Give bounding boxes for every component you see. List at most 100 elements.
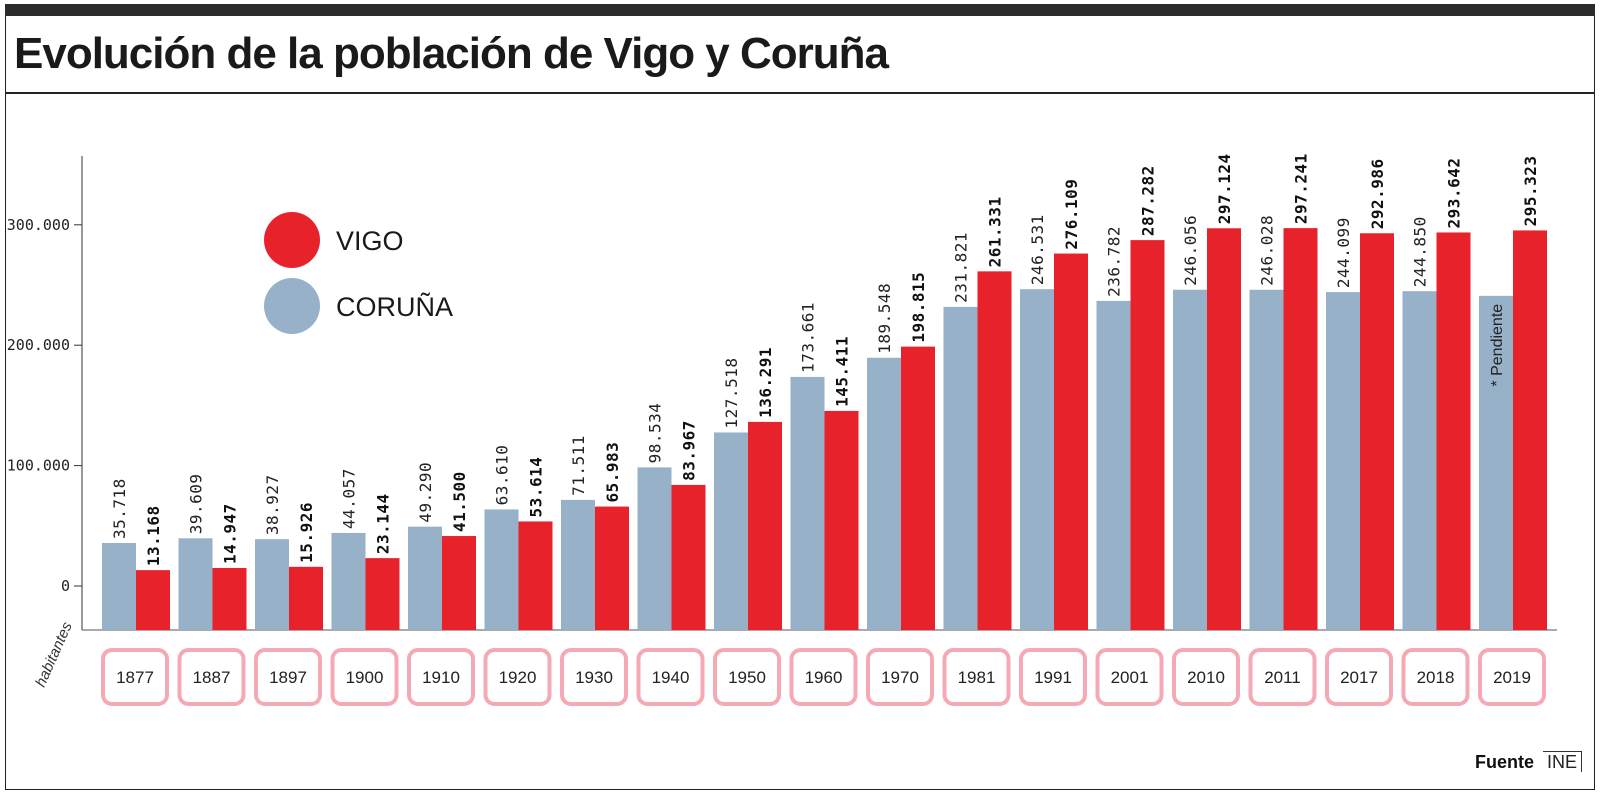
bar-vigo [365,558,400,630]
data-label-coruna: 231.821 [952,232,971,303]
source-label: Fuente [1474,752,1534,772]
bar-coruna [1326,292,1360,630]
source-value: INE [1542,751,1582,772]
year-box [101,648,169,706]
data-label-coruna: 98.534 [646,403,665,464]
bar-vigo [136,570,170,630]
y-tick-label: 200.000 [7,336,70,354]
data-label-vigo: 136.291 [756,347,775,418]
data-label-vigo: 83.967 [680,420,699,481]
bar-coruna [1479,295,1513,630]
bar-vigo [901,346,935,630]
bar-coruna [714,432,748,630]
bar-coruna [637,467,672,630]
x-tick-label: 2010 [1187,668,1225,687]
data-label-vigo: 53.614 [527,457,546,518]
bar-coruna [561,499,595,630]
year-box [407,648,475,706]
data-label-coruna: 189.548 [875,283,894,354]
bar-coruna [1020,289,1054,630]
data-label-vigo: 41.500 [450,471,469,532]
bar-vigo [1283,228,1318,631]
bar-vigo [289,566,323,630]
data-label-coruna: 44.057 [340,468,359,529]
bar-vigo [595,506,629,630]
data-label-coruna: 127.518 [722,358,741,429]
data-label-vigo: 65.983 [603,442,622,503]
bar-vigo [442,536,476,630]
legend-swatch [264,278,320,334]
year-box [789,648,858,706]
data-label-coruna: 173.661 [799,302,818,373]
x-tick-label: 1991 [1034,668,1072,687]
year-box [1478,648,1546,706]
data-label-vigo: 15.926 [297,502,316,563]
bar-coruna [102,542,136,630]
source-note: Fuente INE [1474,751,1582,773]
x-tick-label: 1910 [422,668,460,687]
data-label-vigo: 292.986 [1368,158,1387,229]
bar-coruna [1173,289,1207,630]
data-label-coruna: 236.782 [1105,226,1124,297]
year-box [1401,648,1470,706]
legend-label: CORUÑA [336,291,453,322]
data-label-vigo: 14.947 [221,503,240,564]
x-tick-label: 2017 [1340,668,1378,687]
data-label-coruna: 63.610 [493,445,512,506]
x-tick-label: 2018 [1417,668,1455,687]
year-box [1019,648,1087,706]
data-label-coruna: 244.850 [1411,216,1430,287]
y-tick-label: 100.000 [7,457,70,475]
x-tick-label: 1877 [116,668,154,687]
legend-swatch [264,212,320,268]
data-label-vigo: 145.411 [833,336,852,407]
year-box [1325,648,1393,706]
data-label-coruna: 246.056 [1181,215,1200,286]
bar-coruna [331,532,366,630]
year-box [560,648,628,706]
year-box [483,648,552,706]
bar-vigo [1054,253,1088,630]
year-box [177,648,246,706]
y-tick-label: 0 [61,577,70,595]
data-label-vigo: 198.815 [909,272,928,343]
bar-vigo [977,271,1012,630]
x-tick-label: 1970 [881,668,919,687]
bar-coruna [408,526,442,630]
data-label-vigo: 297.241 [1292,153,1311,224]
data-label-vigo: 295.323 [1521,155,1540,226]
year-box [254,648,322,706]
x-tick-label: 2011 [1264,668,1301,687]
year-box [866,648,934,706]
data-label-vigo: 13.168 [144,505,163,566]
year-box [1095,648,1164,706]
bar-vigo [518,521,553,630]
bar-vigo [671,484,706,630]
x-tick-label: 1887 [193,668,231,687]
year-box [1172,648,1240,706]
bar-coruna [867,357,901,630]
data-label-vigo: 293.642 [1445,158,1464,229]
top-bar [5,4,1595,16]
bar-vigo [824,410,859,630]
data-label-coruna: 49.290 [416,462,435,523]
x-tick-label: 1981 [958,668,996,687]
year-box [1248,648,1317,706]
year-box [942,648,1011,706]
bar-vigo [1130,240,1165,630]
x-tick-label: 1920 [499,668,537,687]
bar-vigo [1207,228,1241,631]
bar-coruna [255,539,289,630]
title-rule [5,92,1595,94]
bar-vigo [748,421,782,630]
x-tick-label: 1900 [346,668,384,687]
year-box [330,648,399,706]
data-label-coruna: 39.609 [187,474,206,535]
chart-title: Evolución de la población de Vigo y Coru… [14,29,889,78]
x-tick-label: 1897 [269,668,307,687]
bar-coruna [1096,300,1131,630]
x-tick-label: 1940 [652,668,690,687]
legend-label: VIGO [336,226,404,256]
x-tick-label: 1950 [728,668,766,687]
pending-note: * Pendiente [1489,304,1506,387]
